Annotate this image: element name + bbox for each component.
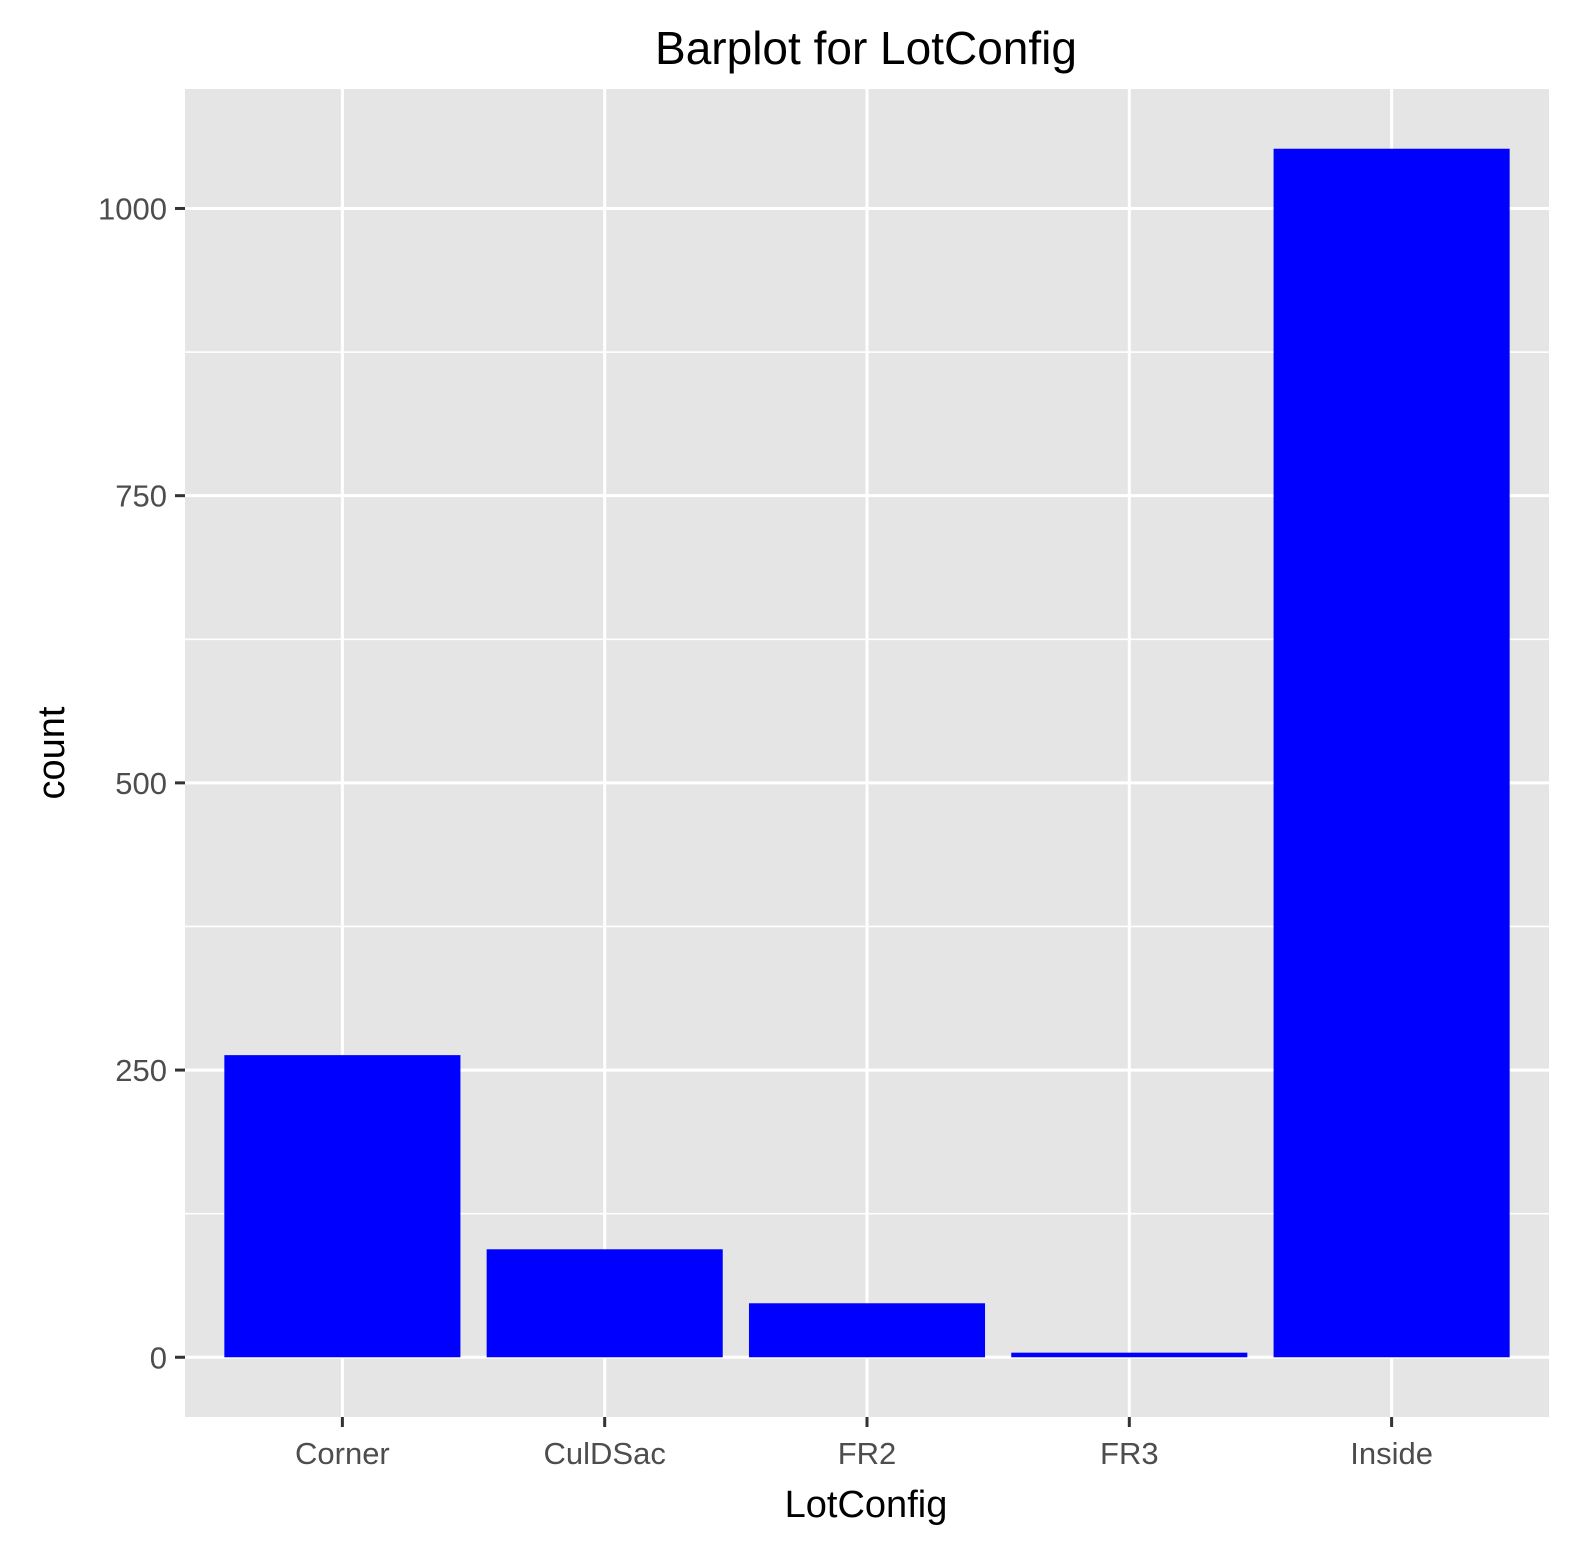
y-tick-label: 1000: [98, 191, 167, 226]
y-tick-label: 0: [150, 1340, 167, 1375]
x-tick-label: Corner: [295, 1436, 390, 1471]
x-tick-label: Inside: [1350, 1436, 1433, 1471]
x-tick-label: FR3: [1100, 1436, 1159, 1471]
y-axis-title: count: [31, 706, 73, 799]
bar-culdsac: [486, 1249, 723, 1358]
x-tick-label: CulDSac: [544, 1436, 666, 1471]
x-tick-label: FR2: [838, 1436, 897, 1471]
x-axis: Corner CulDSac FR2 FR3 Inside: [295, 1417, 1433, 1471]
x-axis-title: LotConfig: [785, 1484, 948, 1526]
bars: [224, 148, 1510, 1358]
bar-fr2: [748, 1303, 986, 1358]
y-tick-label: 750: [115, 479, 167, 514]
y-tick-label: 500: [115, 766, 167, 801]
y-tick-label: 250: [115, 1053, 167, 1088]
bar-inside: [1273, 148, 1510, 1358]
y-axis: 0 250 500 750 1000: [98, 191, 185, 1375]
bar-corner: [224, 1055, 461, 1358]
chart-title: Barplot for LotConfig: [655, 22, 1077, 74]
bar-fr3: [1011, 1352, 1248, 1358]
